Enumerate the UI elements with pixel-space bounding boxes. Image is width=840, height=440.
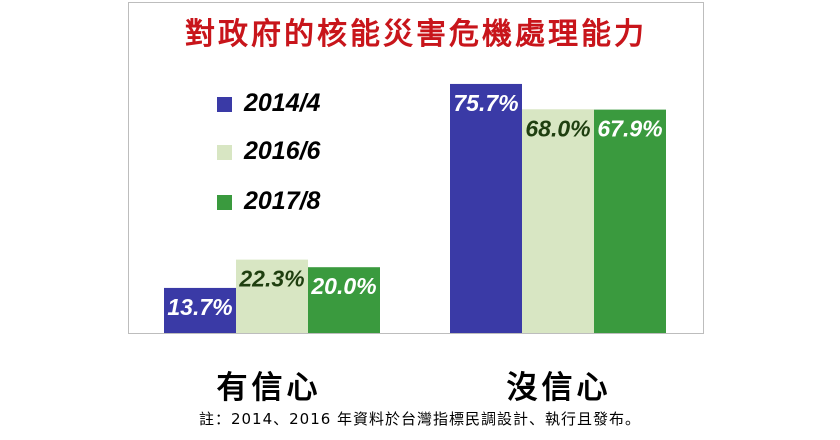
- bar-2016-6-not-confident: [522, 109, 594, 333]
- legend-label-2017-8: 2017/8: [244, 187, 321, 215]
- legend-label-2014-4: 2014/4: [244, 89, 321, 117]
- data-label-2016-6-confident: 22.3%: [238, 266, 304, 292]
- legend-swatch-2014-4: [217, 97, 232, 112]
- chart-frame: 對政府的核能災害危機處理能力 2014/4 2016/6 2017/8 13.7…: [128, 2, 704, 334]
- category-label-not-confident: 沒信心: [506, 370, 612, 406]
- footnote: 註：2014、2016 年資料於台灣指標民調設計、執行且發布。: [198, 410, 642, 428]
- legend-swatch-2017-8: [217, 195, 232, 210]
- legend-swatch-2016-6: [217, 145, 232, 160]
- bar-2017-8-not-confident: [594, 109, 666, 333]
- legend-label-2016-6: 2016/6: [244, 137, 321, 165]
- data-label-2016-6-not-confident: 68.0%: [525, 115, 590, 141]
- bar-2014-4-not-confident: [450, 83, 522, 333]
- bar-2016-6-confident: [236, 259, 308, 333]
- category-label-confident: 有信心: [216, 370, 322, 406]
- chart-title: 對政府的核能災害危機處理能力: [185, 17, 647, 52]
- bar-2017-8-confident: [308, 267, 380, 333]
- bar-2014-4-confident: [164, 287, 236, 333]
- data-label-2017-8-not-confident: 67.9%: [597, 116, 662, 142]
- bar-plot-area: 13.7% 75.7% 22.3% 68.0% 20.0% 67.9%: [164, 83, 666, 333]
- data-label-2014-4-not-confident: 75.7%: [453, 90, 518, 116]
- data-label-2014-4-confident: 13.7%: [167, 294, 232, 320]
- data-label-2017-8-confident: 20.0%: [310, 273, 376, 299]
